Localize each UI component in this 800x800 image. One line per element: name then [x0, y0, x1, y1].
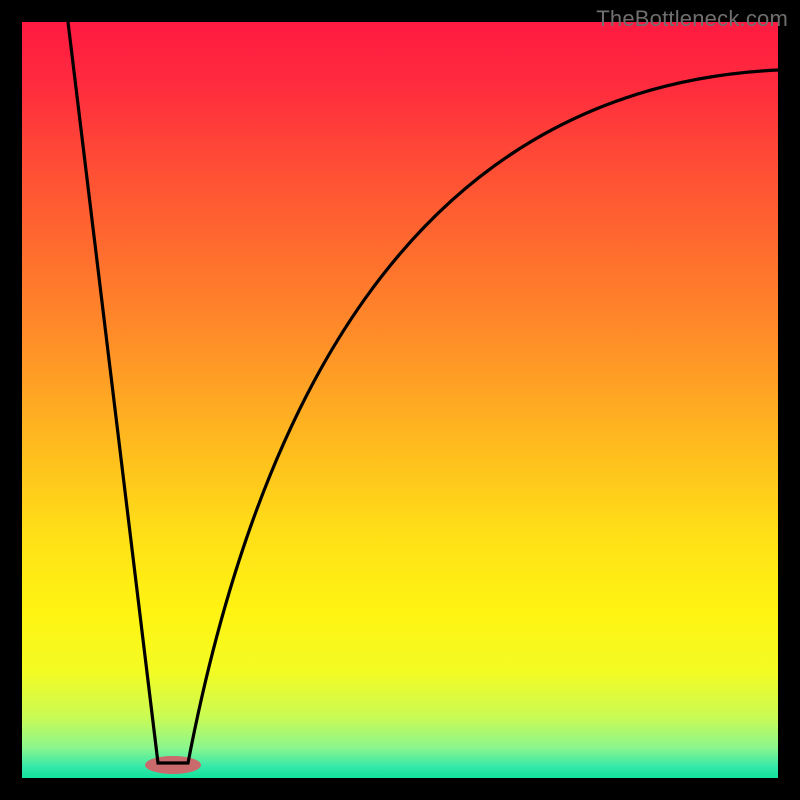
gradient-background: [22, 22, 778, 778]
valley-marker: [145, 756, 201, 774]
chart-svg: [0, 0, 800, 800]
figure-root: TheBottleneck.com: [0, 0, 800, 800]
